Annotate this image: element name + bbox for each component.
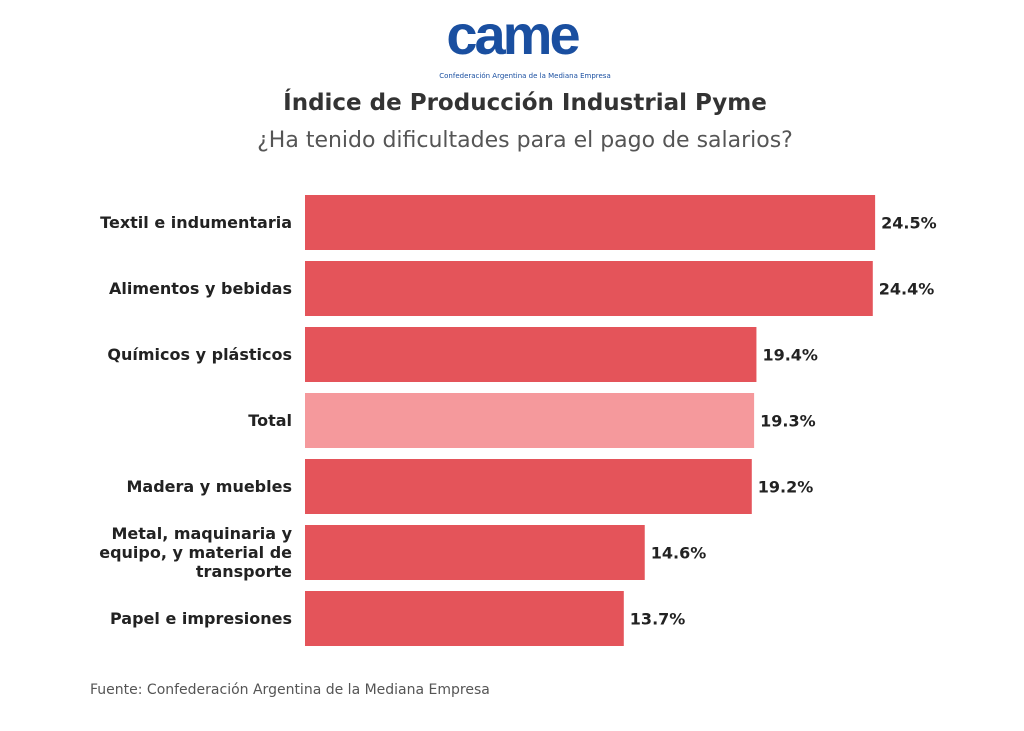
value-label: 19.3% bbox=[760, 412, 816, 431]
chart-title: Índice de Producción Industrial Pyme bbox=[283, 90, 767, 116]
bar bbox=[305, 393, 755, 448]
bar bbox=[305, 591, 624, 646]
chart-subtitle: ¿Ha tenido dificultades para el pago de … bbox=[257, 128, 793, 153]
bar bbox=[305, 459, 752, 514]
value-label: 19.2% bbox=[758, 478, 814, 497]
bar bbox=[305, 261, 873, 316]
bar bbox=[305, 327, 757, 382]
category-label: Químicos y plásticos bbox=[107, 345, 292, 364]
logo: came bbox=[446, 3, 580, 66]
category-label: Papel e impresiones bbox=[110, 609, 292, 628]
category-label: Total bbox=[248, 411, 292, 430]
value-label: 19.4% bbox=[762, 346, 818, 365]
value-label: 14.6% bbox=[651, 544, 707, 563]
category-label: Textil e indumentaria bbox=[100, 213, 292, 232]
category-label: Metal, maquinaria y equipo, y material d… bbox=[99, 524, 292, 581]
category-label: Madera y muebles bbox=[126, 477, 292, 496]
bar bbox=[305, 525, 645, 580]
value-label: 24.5% bbox=[881, 214, 937, 233]
category-label: Alimentos y bebidas bbox=[108, 279, 292, 298]
source-note: Fuente: Confederación Argentina de la Me… bbox=[90, 682, 490, 698]
value-label: 24.4% bbox=[879, 280, 935, 299]
bar bbox=[305, 195, 876, 250]
value-label: 13.7% bbox=[630, 610, 686, 629]
logo-caption: Confederación Argentina de la Mediana Em… bbox=[439, 72, 611, 80]
